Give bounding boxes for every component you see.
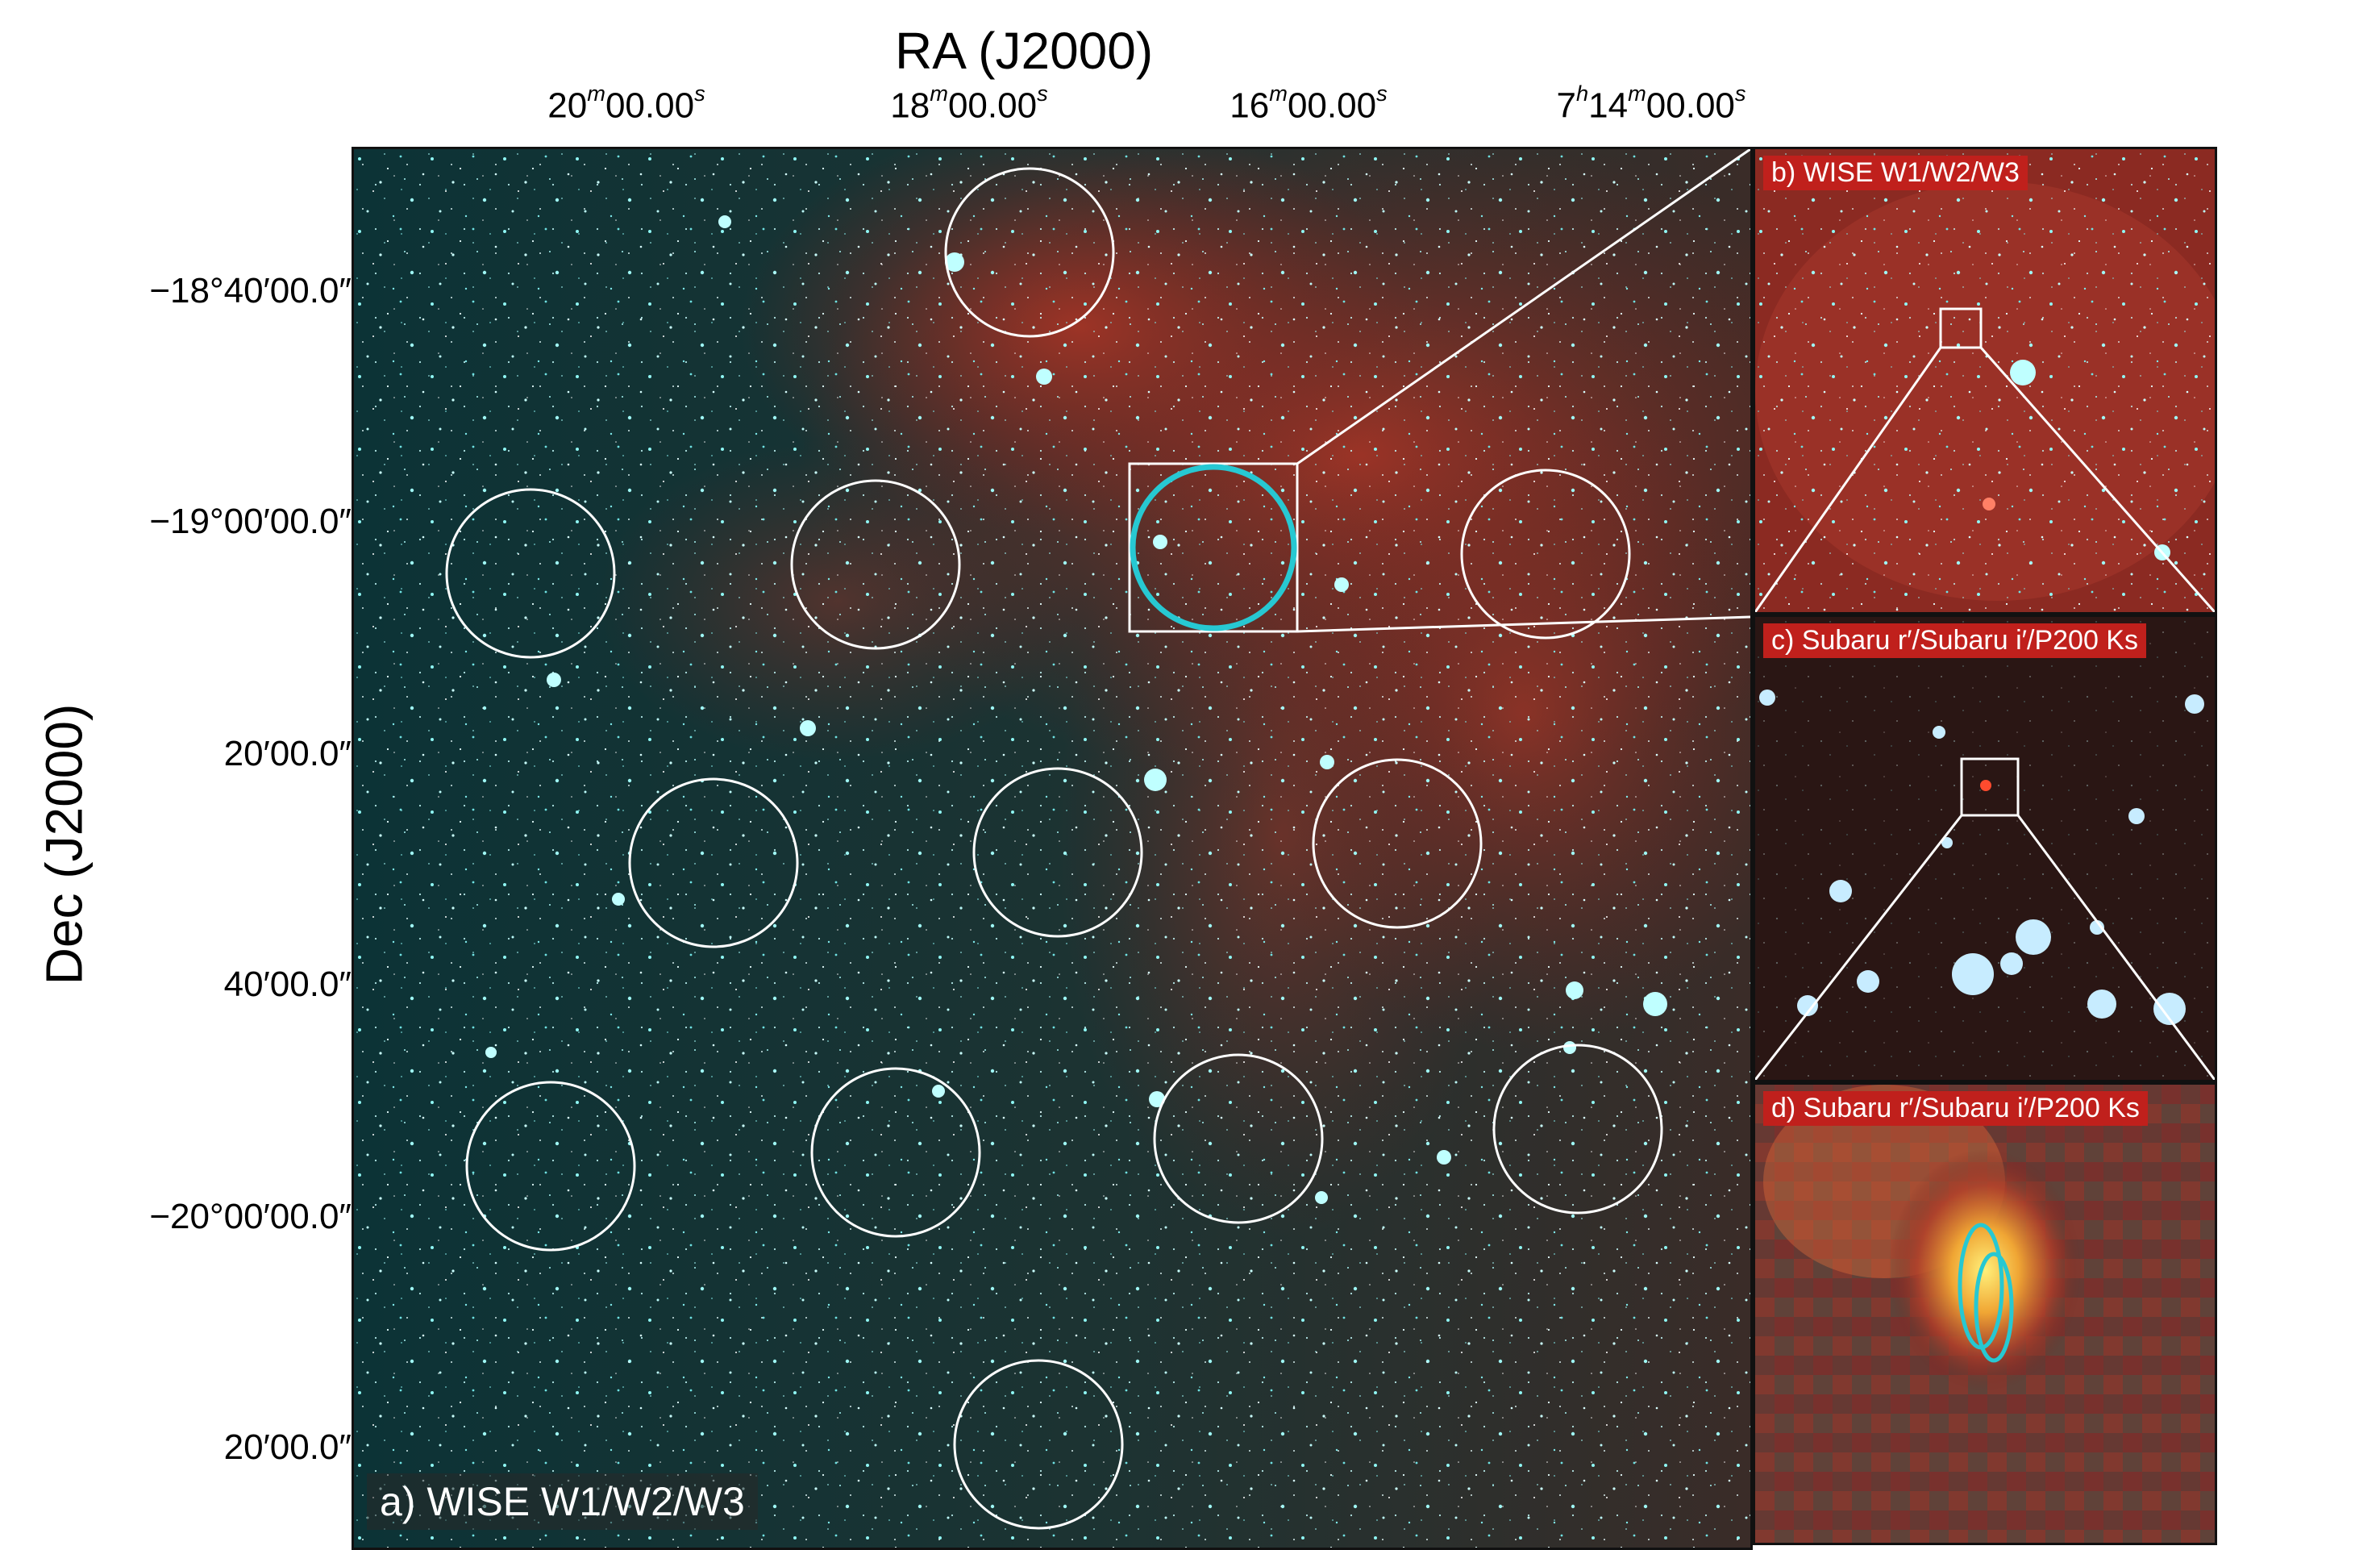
zoom-box — [1939, 307, 1983, 349]
zoom-box — [1128, 462, 1299, 633]
reference-circles — [445, 167, 1663, 1530]
ra-tick-label: 7h14m00.00s — [1556, 81, 1746, 126]
ra-tick-label: 16m00.00s — [1230, 81, 1388, 126]
dec-tick-label: 20′00.0″ — [223, 1427, 352, 1467]
dec-axis-title: Dec (J2000) — [35, 703, 94, 985]
dec-tick-label: −18°40′00.0″ — [149, 271, 352, 310]
ra-tick-label: 18m00.00s — [890, 81, 1048, 126]
highlight-circle — [1130, 464, 1297, 631]
panel-d-subaru-zoom: d) Subaru r′/Subaru i′/P200 Ks — [1753, 1082, 2217, 1545]
panel-a-label: a) WISE W1/W2/W3 — [367, 1473, 758, 1530]
dec-tick-label: 20′00.0″ — [223, 734, 352, 773]
panel-b-wise-zoom: b) WISE W1/W2/W3 — [1753, 147, 2217, 615]
zoom-box — [1960, 757, 2020, 817]
panel-d-label: d) Subaru r′/Subaru i′/P200 Ks — [1763, 1091, 2148, 1126]
dec-tick-label: −20°00′00.0″ — [149, 1197, 352, 1236]
panel-c-label: c) Subaru r′/Subaru i′/P200 Ks — [1763, 623, 2146, 658]
dec-tick-label: −19°00′00.0″ — [149, 502, 352, 541]
bright-stars — [485, 215, 1667, 1204]
panel-b-label: b) WISE W1/W2/W3 — [1763, 156, 2028, 190]
dec-tick-label: 40′00.0″ — [223, 965, 352, 1004]
ra-tick-label: 20m00.00s — [547, 81, 705, 126]
contour-ellipses — [1958, 1223, 2014, 1363]
panel-c-subaru-image: c) Subaru r′/Subaru i′/P200 Ks — [1753, 615, 2217, 1082]
panel-a-canvas — [354, 149, 1750, 1548]
panel-a-wise-image: a) WISE W1/W2/W3 — [352, 147, 1753, 1550]
ra-axis-title: RA (J2000) — [895, 22, 1154, 80]
